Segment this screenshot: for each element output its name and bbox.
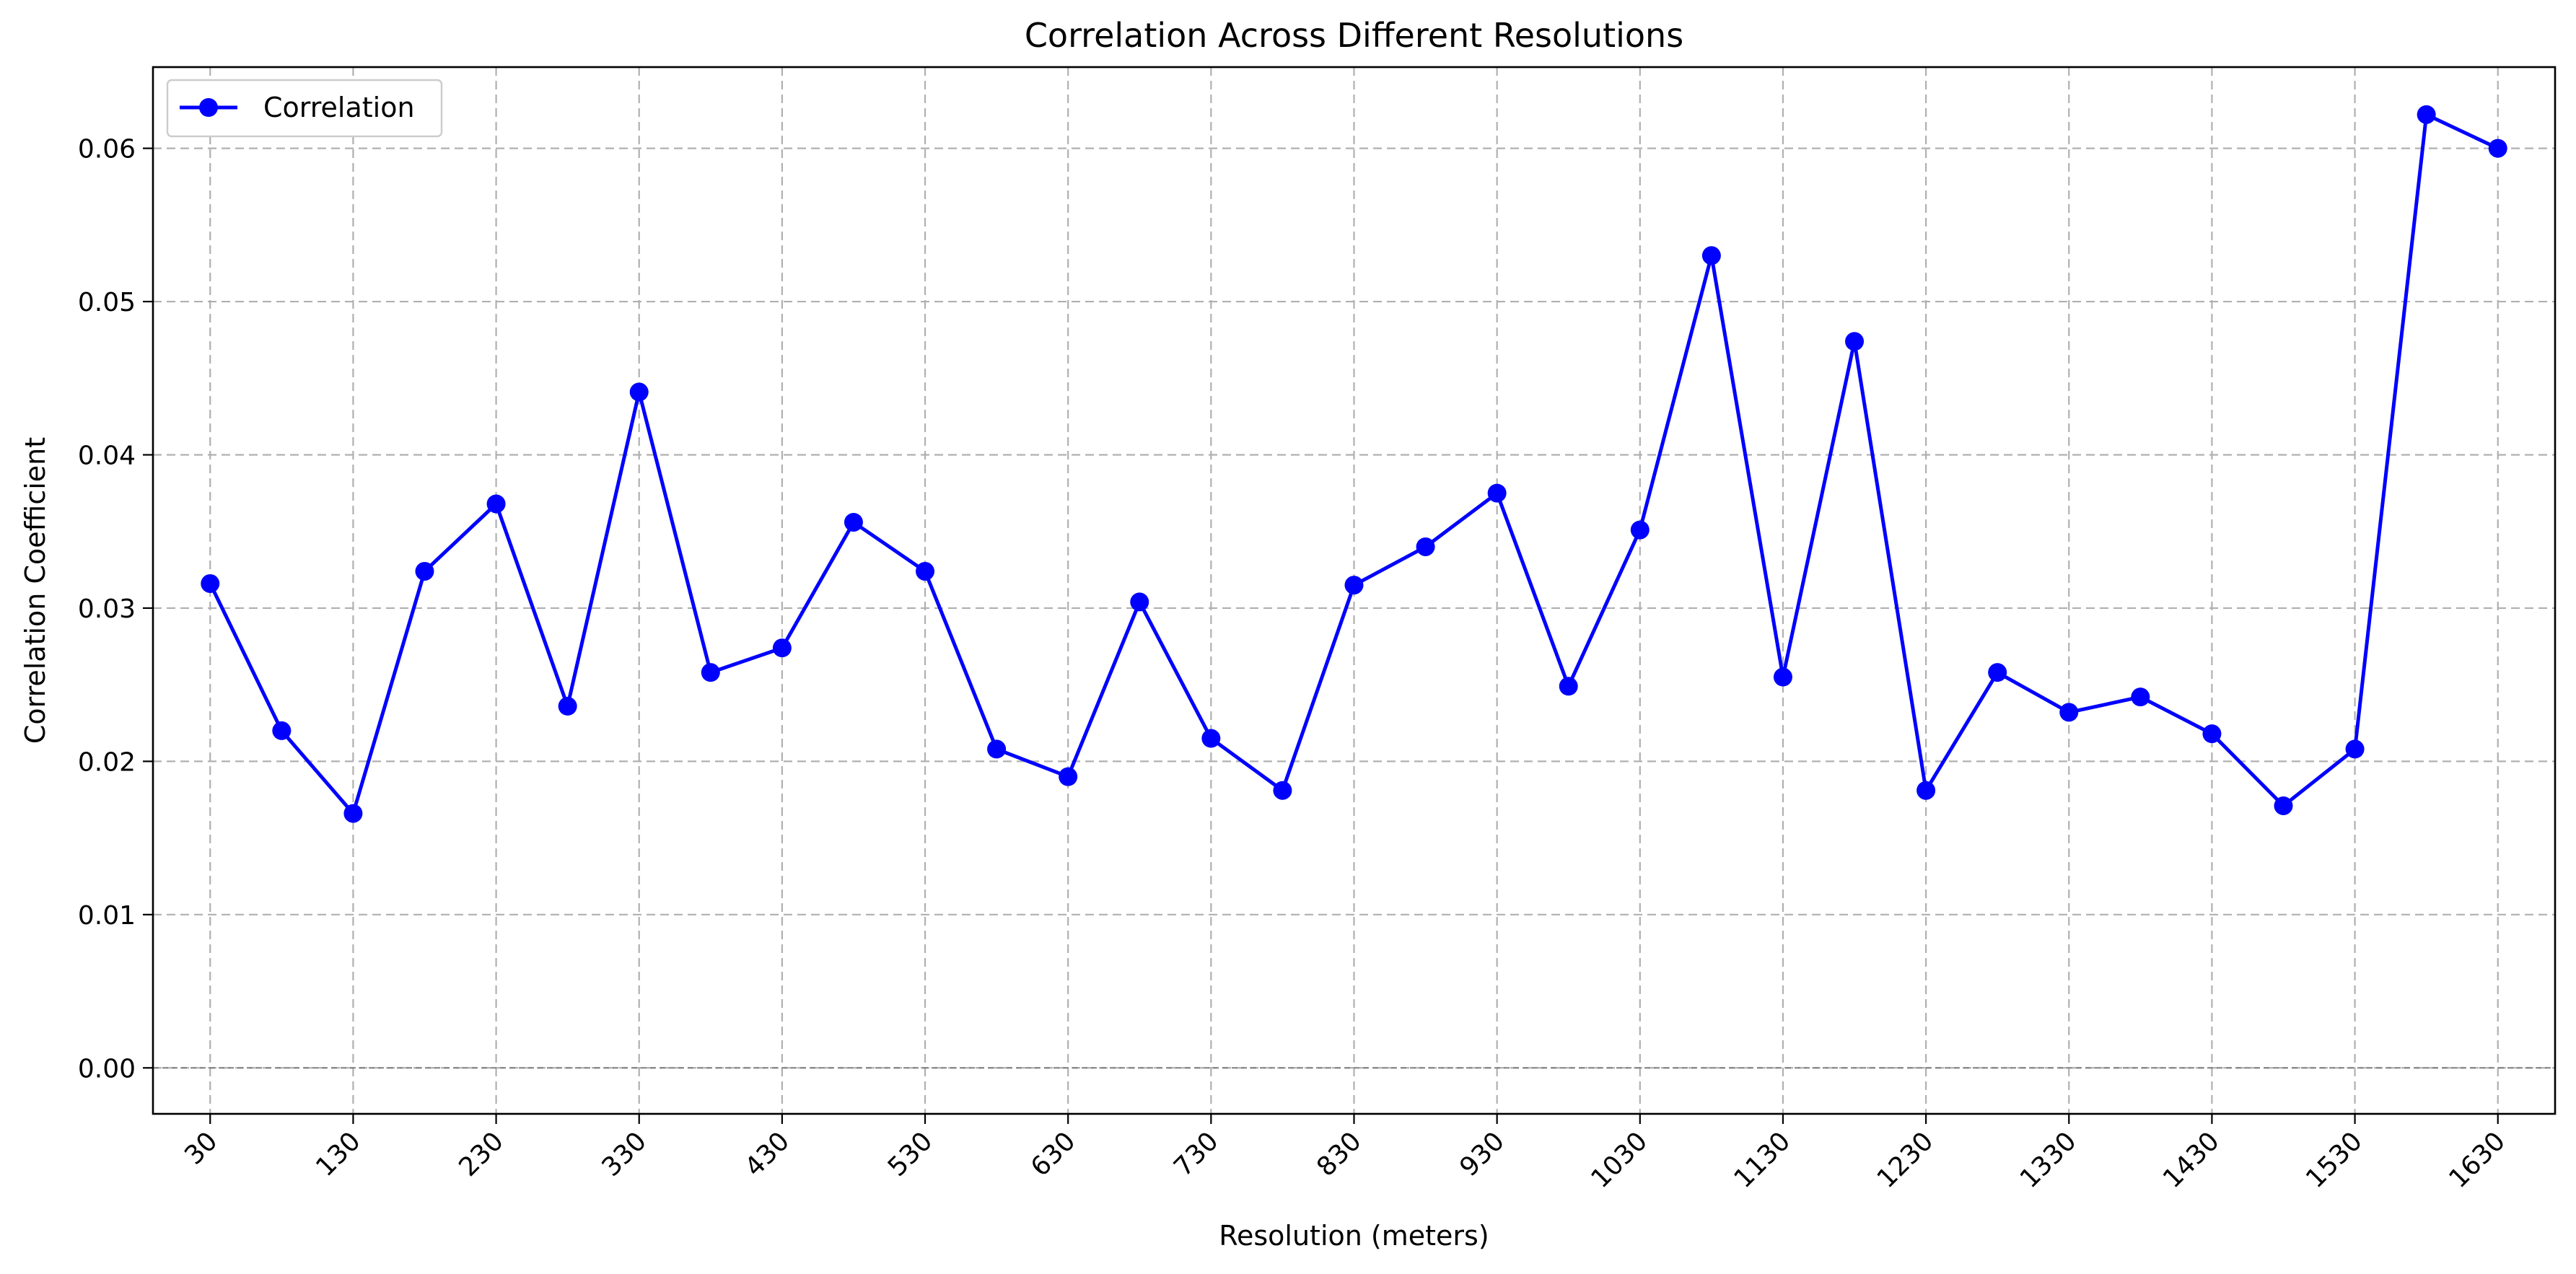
y-tick-label: 0.02 xyxy=(78,747,136,777)
data-point xyxy=(486,494,506,514)
data-point xyxy=(1916,781,1936,800)
data-point xyxy=(629,382,649,402)
data-point xyxy=(987,739,1007,759)
data-point xyxy=(201,574,220,593)
data-point xyxy=(1845,332,1865,351)
data-point xyxy=(415,561,434,581)
data-point xyxy=(1487,483,1507,503)
y-tick-label: 0.00 xyxy=(78,1054,136,1084)
legend-box xyxy=(166,79,443,138)
y-tick-label: 0.01 xyxy=(78,901,136,931)
data-point xyxy=(1416,537,1435,556)
data-point xyxy=(1130,592,1149,612)
data-point xyxy=(1630,520,1650,540)
data-point xyxy=(1559,677,1578,696)
y-tick-label: 0.06 xyxy=(78,135,136,164)
data-point xyxy=(2345,739,2365,759)
legend-marker xyxy=(199,98,218,117)
data-point xyxy=(772,638,792,658)
data-point xyxy=(558,696,577,716)
data-point xyxy=(272,721,292,740)
y-tick-label: 0.04 xyxy=(78,441,136,470)
data-point xyxy=(1773,667,1792,687)
y-tick-label: 0.05 xyxy=(78,288,136,317)
data-point xyxy=(844,512,863,532)
x-axis-label: Resolution (meters) xyxy=(1219,1220,1489,1252)
legend-label: Correlation xyxy=(263,92,415,123)
data-point xyxy=(1273,781,1292,800)
data-point xyxy=(2417,105,2436,124)
series-layer xyxy=(201,105,2507,823)
y-axis-label: Correlation Coefficient xyxy=(19,437,51,744)
data-point xyxy=(1201,729,1221,748)
grid-lines xyxy=(153,67,2555,1114)
data-point xyxy=(1344,576,1364,595)
data-point xyxy=(2488,139,2507,158)
data-point xyxy=(2059,703,2079,722)
data-point xyxy=(2202,724,2222,744)
data-point xyxy=(916,561,935,581)
data-point xyxy=(701,663,720,682)
y-tick-label: 0.03 xyxy=(78,594,136,624)
y-axis-ticks: 0.00 0.01 0.02 0.03 0.04 0.05 0.06 xyxy=(78,135,153,1084)
data-point xyxy=(343,804,363,823)
data-point xyxy=(1059,767,1078,786)
data-point xyxy=(2131,687,2150,707)
chart-title: Correlation Across Different Resolutions xyxy=(1025,16,1683,55)
data-point xyxy=(1988,663,2007,682)
data-point xyxy=(2274,796,2293,815)
data-point xyxy=(1701,246,1721,265)
legend: Correlation xyxy=(166,79,443,138)
